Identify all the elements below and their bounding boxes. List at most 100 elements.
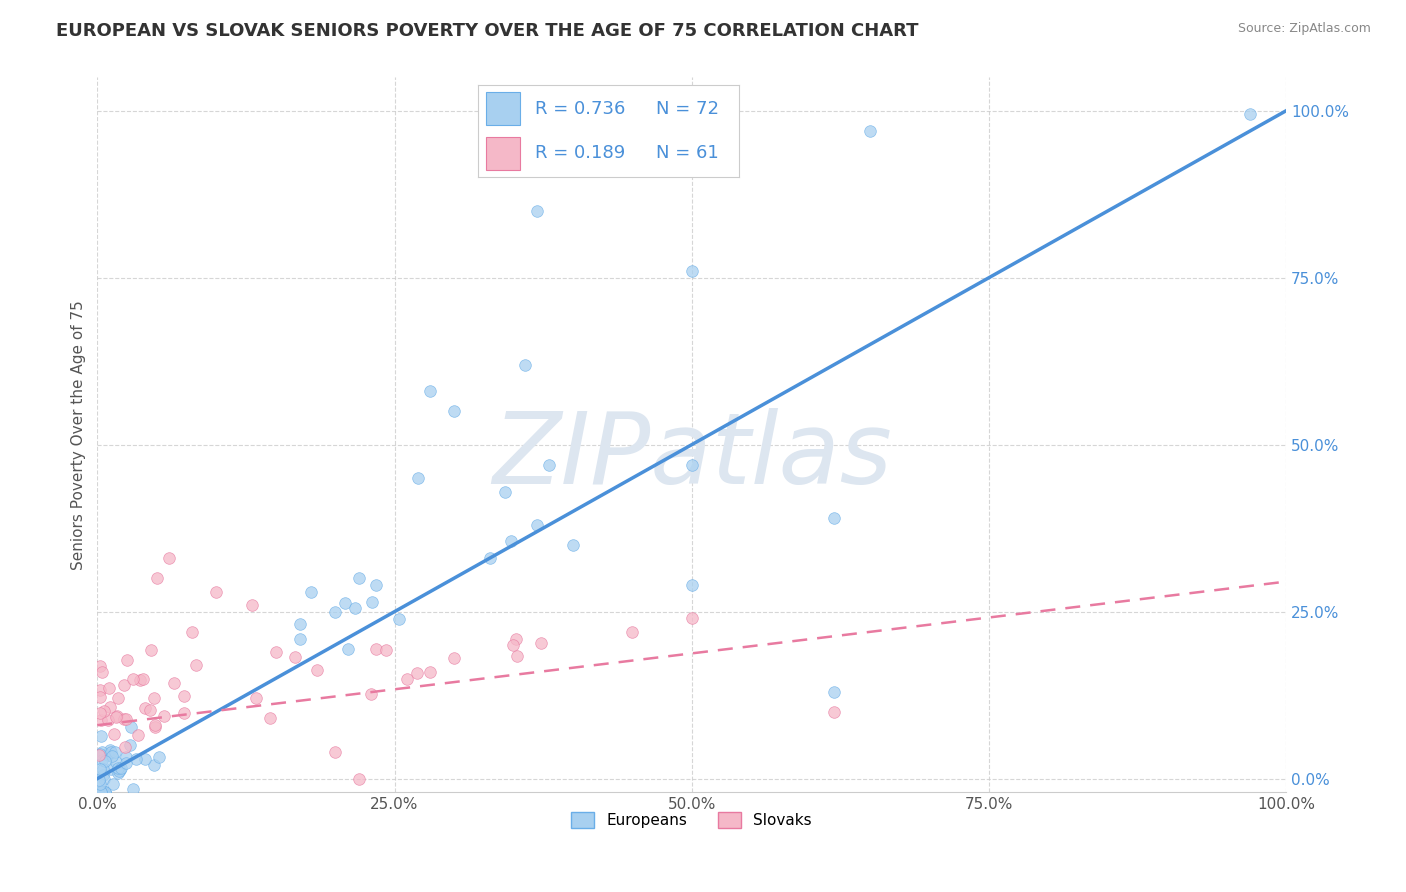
Point [344, 600, 367, 615]
Point [97, 747, 120, 762]
Point [506, 648, 529, 663]
Point [112, 712, 135, 726]
Point [152, 709, 174, 723]
Point [89, 785, 111, 799]
Point [132, 672, 155, 686]
Point [184, 658, 207, 673]
Point [499, 534, 522, 549]
Point [299, 584, 322, 599]
Point [537, 458, 560, 472]
Point [104, 745, 127, 759]
Point [526, 517, 548, 532]
Point [681, 458, 703, 472]
Point [90, 713, 112, 727]
Point [288, 617, 311, 632]
Point [104, 756, 127, 770]
Point [264, 645, 287, 659]
Point [93, 785, 115, 799]
Point [89, 777, 111, 791]
Point [93, 772, 115, 786]
Point [94, 785, 117, 799]
Point [112, 678, 135, 692]
Point [122, 781, 145, 796]
Point [823, 705, 845, 719]
Point [245, 691, 267, 706]
Point [405, 665, 427, 680]
Point [681, 578, 703, 592]
Point [107, 690, 129, 705]
Point [526, 204, 548, 219]
Point [105, 709, 128, 723]
Point [681, 264, 703, 278]
Point [98, 700, 121, 714]
Point [240, 598, 263, 612]
Point [502, 638, 524, 652]
Point [561, 538, 583, 552]
Point [163, 675, 186, 690]
Point [108, 764, 131, 778]
Point [323, 605, 346, 619]
Legend: Europeans, Slovaks: Europeans, Slovaks [565, 806, 818, 834]
Point [360, 687, 382, 701]
Point [406, 471, 429, 485]
Point [124, 752, 146, 766]
Point [443, 651, 465, 665]
Point [823, 685, 845, 699]
Point [333, 596, 356, 610]
Point [145, 720, 167, 734]
Point [337, 641, 360, 656]
Point [90, 730, 112, 744]
Point [443, 404, 465, 418]
Point [120, 720, 142, 734]
Point [1239, 107, 1261, 121]
Point [173, 690, 195, 704]
Point [157, 551, 180, 566]
Point [127, 728, 149, 742]
Point [94, 785, 117, 799]
Point [494, 485, 516, 500]
Point [87, 785, 110, 799]
Point [91, 763, 114, 777]
Point [129, 673, 152, 687]
Point [515, 358, 537, 372]
Point [89, 706, 111, 721]
Point [91, 665, 114, 680]
Point [110, 763, 132, 777]
Point [115, 750, 138, 764]
Point [90, 785, 112, 799]
Text: EUROPEAN VS SLOVAK SENIORS POVERTY OVER THE AGE OF 75 CORRELATION CHART: EUROPEAN VS SLOVAK SENIORS POVERTY OVER … [56, 22, 918, 40]
Point [323, 745, 346, 759]
Point [142, 690, 165, 705]
Point [87, 748, 110, 763]
Point [118, 739, 141, 753]
Text: ZIPatlas: ZIPatlas [492, 408, 891, 505]
Point [100, 762, 122, 776]
Point [505, 632, 527, 646]
Point [89, 690, 111, 705]
Point [139, 703, 162, 717]
Point [103, 727, 125, 741]
Point [143, 758, 166, 772]
Point [115, 652, 138, 666]
Point [89, 683, 111, 698]
Point [93, 704, 115, 718]
Point [366, 642, 388, 657]
Point [114, 712, 136, 726]
Point [93, 754, 115, 768]
Point [91, 753, 114, 767]
Point [139, 643, 162, 657]
Point [105, 710, 128, 724]
Point [91, 785, 114, 799]
Point [419, 665, 441, 679]
Point [396, 672, 419, 686]
Point [419, 384, 441, 399]
Point [307, 663, 329, 677]
Point [181, 624, 204, 639]
Point [114, 756, 136, 770]
Point [148, 750, 170, 764]
Point [101, 777, 124, 791]
Point [114, 740, 136, 755]
Point [290, 632, 312, 647]
Point [530, 636, 553, 650]
Point [259, 710, 281, 724]
